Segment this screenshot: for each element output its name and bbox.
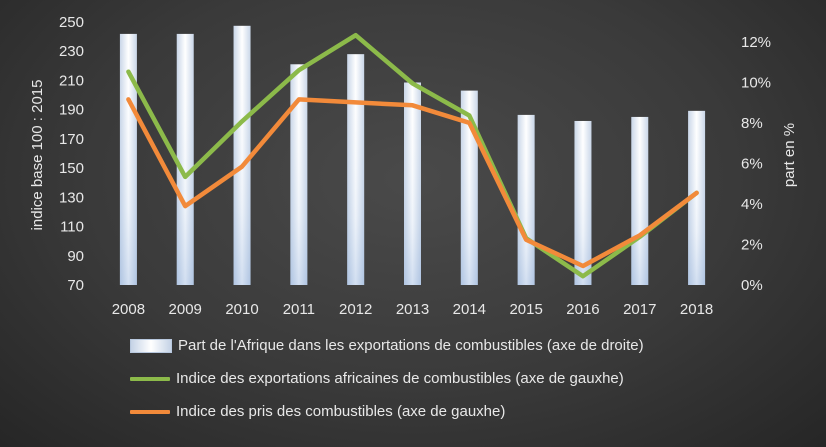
x-tick-label: 2014 <box>453 301 486 318</box>
y-right-tick-label: 0% <box>741 277 763 294</box>
bar-shade <box>176 33 194 286</box>
lines-layer <box>126 32 699 279</box>
bars-layer <box>119 25 706 286</box>
legend-item-bar: Part de l'Afrique dans les exportations … <box>130 332 644 359</box>
line-exports-index <box>126 32 699 279</box>
legend-swatch-line <box>130 376 170 381</box>
bar-shade <box>631 116 649 285</box>
bar-shade <box>688 110 706 285</box>
bar-shade <box>347 54 365 286</box>
legend: Part de l'Afrique dans les exportations … <box>130 332 644 431</box>
y-axis-right-title: part en % <box>781 123 798 187</box>
y-axis-left: 70 90 110 130 150 170 190 210 230 250 <box>59 14 84 294</box>
legend-label: Indice des exportations africaines de co… <box>176 370 624 387</box>
y-right-tick-label: 2% <box>741 237 763 254</box>
x-tick-label: 2017 <box>623 301 656 318</box>
y-right-tick-label: 12% <box>741 34 771 51</box>
y-right-tick-label: 4% <box>741 196 763 213</box>
legend-item-line-exports: Indice des exportations africaines de co… <box>130 365 644 392</box>
legend-swatch-bar <box>130 338 172 353</box>
y-left-tick-label: 110 <box>60 219 84 236</box>
x-tick-label: 2016 <box>566 301 599 318</box>
x-tick-label: 2015 <box>509 301 542 318</box>
y-left-tick-label: 170 <box>59 131 84 148</box>
x-tick-label: 2012 <box>339 301 372 318</box>
y-left-tick-label: 250 <box>59 14 84 31</box>
legend-label: Indice des pris des combustibles (axe de… <box>176 403 506 420</box>
legend-swatch-line <box>130 409 170 414</box>
y-axis-right: 0% 2% 4% 6% 8% 10% 12% <box>741 34 771 294</box>
x-tick-label: 2008 <box>112 301 145 318</box>
x-tick-label: 2018 <box>680 301 713 318</box>
legend-label: Part de l'Afrique dans les exportations … <box>178 337 644 354</box>
y-right-tick-label: 10% <box>741 75 771 92</box>
y-right-tick-label: 6% <box>741 156 763 173</box>
y-right-tick-label: 8% <box>741 115 763 132</box>
bar-shade <box>233 25 251 286</box>
y-left-tick-label: 150 <box>59 160 84 177</box>
x-tick-label: 2011 <box>283 301 315 318</box>
y-left-tick-label: 70 <box>67 277 84 294</box>
x-tick-label: 2010 <box>225 301 258 318</box>
y-axis-left-title: indice base 100 : 2015 <box>29 80 46 231</box>
bar-shade <box>460 90 478 285</box>
bar-shade <box>404 82 421 285</box>
x-tick-label: 2013 <box>396 301 429 318</box>
bar-shade <box>574 120 592 285</box>
y-left-tick-label: 90 <box>67 248 84 265</box>
legend-item-line-prices: Indice des pris des combustibles (axe de… <box>130 398 644 425</box>
x-tick-label: 2009 <box>169 301 202 318</box>
bar-shade <box>517 114 535 286</box>
y-left-tick-label: 230 <box>59 43 84 60</box>
x-axis: 2008 2009 2010 2011 2012 2013 2014 2015 2016 2017… <box>112 301 714 318</box>
chart: 70 90 110 130 150 170 190 210 230 250 0% 2% 4% 6% 8% 1… <box>29 14 798 318</box>
line-price-index <box>126 97 699 269</box>
y-left-tick-label: 130 <box>59 189 84 206</box>
bar-shade <box>119 33 137 286</box>
y-left-tick-label: 210 <box>59 72 84 89</box>
bar-shade <box>290 64 308 286</box>
y-left-tick-label: 190 <box>59 102 84 119</box>
